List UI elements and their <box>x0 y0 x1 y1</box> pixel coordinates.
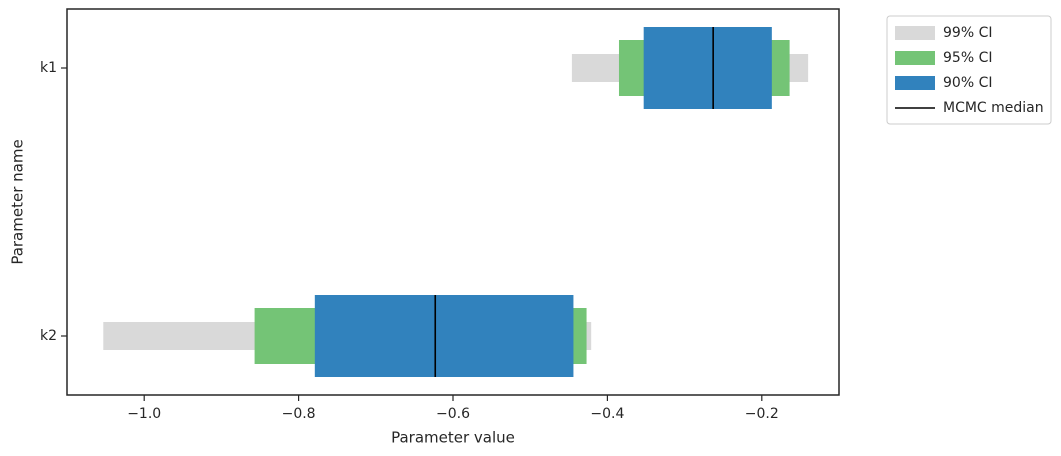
interval-bar <box>314 295 574 377</box>
x-tick-label: −0.6 <box>436 406 470 422</box>
legend-label: 90% CI <box>943 75 992 91</box>
legend-swatch <box>895 51 935 65</box>
legend-swatch <box>895 76 935 90</box>
y-tick-label: k1 <box>40 60 57 76</box>
interval-bar <box>643 27 772 109</box>
legend-swatch <box>895 26 935 40</box>
legend-label: MCMC median <box>943 100 1044 116</box>
x-tick-label: −0.8 <box>282 406 316 422</box>
x-tick-label: −0.4 <box>590 406 624 422</box>
x-tick-label: −0.2 <box>745 406 779 422</box>
legend-box <box>886 15 1052 125</box>
x-tick-label: −1.0 <box>127 406 161 422</box>
plot-frame <box>66 8 840 396</box>
y-tick-label: k2 <box>40 328 57 344</box>
x-axis-label: Parameter value <box>391 429 515 447</box>
legend-label: 95% CI <box>943 50 992 66</box>
y-axis-label: Parameter name <box>9 139 27 264</box>
legend-label: 99% CI <box>943 25 992 41</box>
